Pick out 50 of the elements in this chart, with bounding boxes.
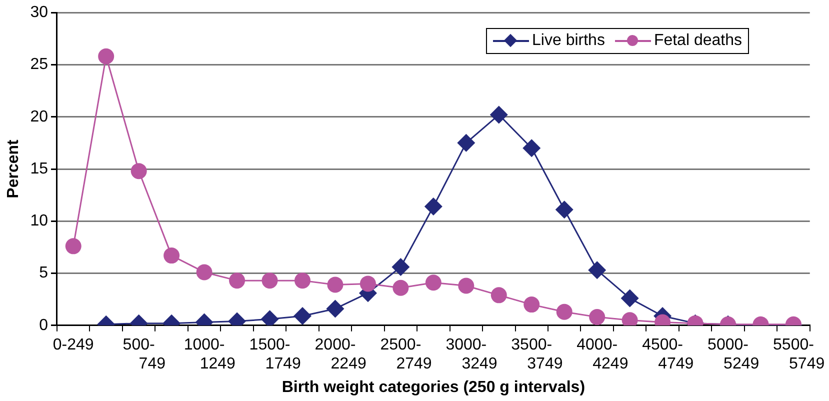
x-tick-label: 3000-3249 <box>435 336 498 373</box>
point <box>262 272 278 289</box>
y-tick-label: 0 <box>39 316 48 334</box>
point <box>196 264 212 280</box>
point <box>588 261 606 280</box>
y-tick-label: 20 <box>30 108 48 126</box>
point <box>326 300 344 318</box>
point <box>392 258 410 276</box>
point <box>490 287 507 304</box>
point <box>294 272 310 289</box>
point <box>522 139 541 158</box>
y-tick-label: 25 <box>30 56 48 74</box>
x-tick-label: 2500-2749 <box>370 336 432 373</box>
y-tick-label: 30 <box>30 4 48 22</box>
x-tick-label: 4500-4749 <box>631 336 694 373</box>
legend-label: Live births <box>532 32 605 50</box>
x-tick-label: 1500-1749 <box>238 336 301 373</box>
point <box>65 238 82 254</box>
x-tick-label: 0-249 <box>52 336 94 354</box>
y-tick-label: 15 <box>30 160 48 178</box>
x-tick-label: 5000-5249 <box>696 336 760 373</box>
point <box>555 200 574 219</box>
point <box>130 163 147 180</box>
point <box>589 309 606 326</box>
point <box>458 278 474 294</box>
point <box>490 106 508 124</box>
point <box>164 248 180 264</box>
x-tick-label: 1000-1249 <box>173 336 236 373</box>
point <box>98 48 114 64</box>
point <box>457 134 476 152</box>
point <box>327 276 344 293</box>
point <box>392 280 409 296</box>
point <box>620 289 639 308</box>
point <box>229 272 246 289</box>
y-axis-title: Percent <box>5 138 22 198</box>
x-tick-label: 500-749 <box>112 336 166 373</box>
y-tick-label: 5 <box>39 264 48 282</box>
y-tick-label: 10 <box>30 212 48 230</box>
x-tick-label: 3500-3749 <box>500 336 563 373</box>
x-tick-label: 5500-5749 <box>762 336 825 373</box>
point <box>556 304 572 320</box>
point <box>424 198 442 216</box>
x-axis-title: Birth weight categories (250 g intervals) <box>282 378 586 396</box>
x-tick-label: 2000-2249 <box>304 336 366 373</box>
legend-label: Fetal deaths <box>654 32 742 50</box>
point <box>293 307 312 326</box>
point <box>425 274 442 291</box>
point <box>524 296 540 313</box>
point <box>360 276 376 292</box>
x-tick-label: 4000-4249 <box>566 336 628 373</box>
